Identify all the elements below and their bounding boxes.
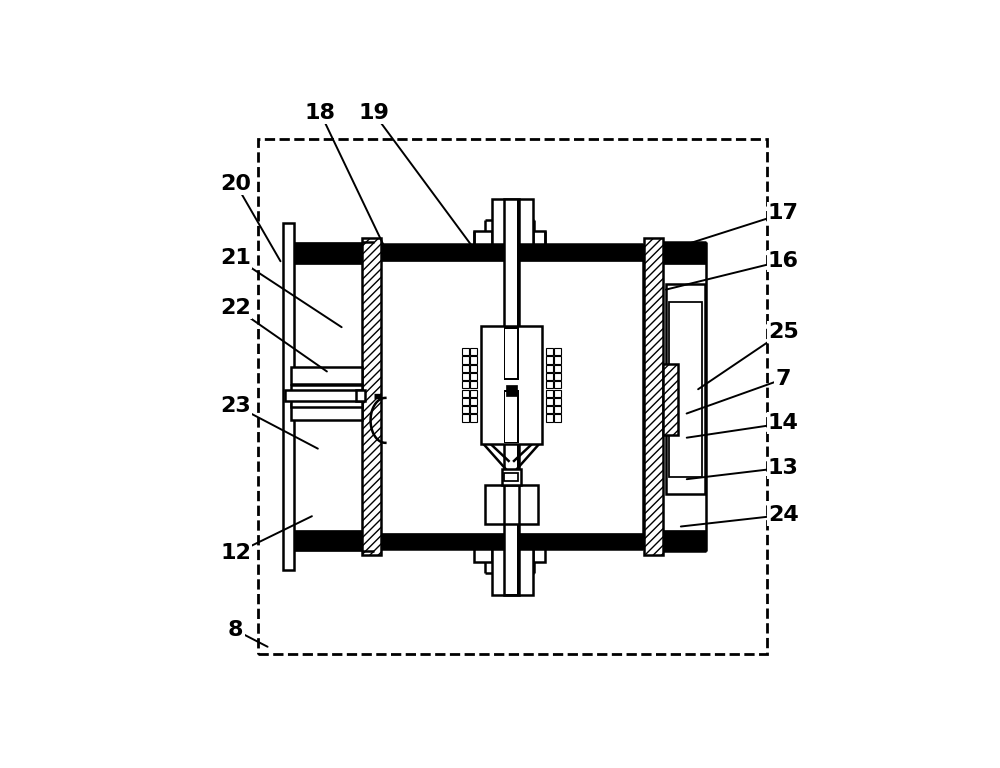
Bar <box>462 365 469 372</box>
Bar <box>470 406 477 413</box>
Bar <box>285 530 362 551</box>
Bar <box>663 364 678 435</box>
Bar <box>546 373 553 380</box>
Bar <box>504 389 519 443</box>
Text: 17: 17 <box>768 204 799 223</box>
Text: 14: 14 <box>768 413 799 433</box>
Bar <box>533 549 545 562</box>
Bar <box>504 327 519 380</box>
Bar <box>470 382 477 389</box>
Bar <box>462 382 469 389</box>
Bar <box>492 549 533 594</box>
Bar <box>283 223 294 570</box>
Bar <box>504 473 518 482</box>
Bar <box>663 243 706 263</box>
Bar <box>462 415 469 422</box>
Bar <box>374 533 643 549</box>
Bar <box>470 398 477 405</box>
Bar <box>462 348 469 356</box>
Text: 24: 24 <box>768 505 799 525</box>
Text: 25: 25 <box>768 322 799 342</box>
Text: 13: 13 <box>768 458 799 478</box>
Text: 12: 12 <box>220 544 251 564</box>
Bar <box>492 199 533 244</box>
Bar <box>462 356 469 363</box>
Bar <box>481 326 542 444</box>
Bar <box>285 243 362 263</box>
Bar <box>546 406 553 413</box>
Text: 21: 21 <box>220 248 251 268</box>
Bar <box>546 348 553 356</box>
Text: 16: 16 <box>768 250 799 270</box>
Bar <box>291 385 362 396</box>
Bar <box>462 398 469 405</box>
Bar <box>554 365 561 372</box>
Bar <box>554 398 561 405</box>
Bar <box>554 382 561 389</box>
Bar <box>285 390 362 401</box>
Bar <box>291 367 362 384</box>
Bar <box>546 382 553 389</box>
Bar <box>546 389 553 397</box>
Bar <box>554 356 561 363</box>
Bar <box>462 406 469 413</box>
Bar <box>462 389 469 397</box>
Bar <box>505 200 517 594</box>
Bar <box>663 530 706 551</box>
Bar <box>356 389 365 402</box>
Text: 20: 20 <box>220 174 251 194</box>
Bar <box>470 348 477 356</box>
Bar <box>554 406 561 413</box>
Text: 23: 23 <box>220 396 251 415</box>
Bar <box>502 468 521 485</box>
Bar <box>470 415 477 422</box>
Text: 18: 18 <box>305 103 336 123</box>
Text: 19: 19 <box>358 103 389 123</box>
Bar <box>666 284 705 495</box>
Bar <box>669 302 702 476</box>
Bar <box>554 373 561 380</box>
Bar <box>474 231 492 244</box>
Bar <box>474 549 492 562</box>
Bar <box>554 389 561 397</box>
Text: 22: 22 <box>220 298 251 318</box>
Bar <box>470 373 477 380</box>
Bar <box>470 356 477 363</box>
Bar <box>506 385 517 396</box>
Bar <box>505 392 517 442</box>
Bar <box>644 238 663 555</box>
Bar <box>504 199 519 594</box>
Bar <box>546 398 553 405</box>
Bar <box>362 238 381 555</box>
Bar <box>470 389 477 397</box>
Text: 8: 8 <box>228 621 243 641</box>
Bar <box>554 415 561 422</box>
Bar <box>485 485 538 524</box>
Bar <box>546 356 553 363</box>
Bar <box>291 394 362 407</box>
Text: 7: 7 <box>776 369 791 389</box>
Bar <box>546 415 553 422</box>
Bar <box>258 140 767 654</box>
Bar <box>462 373 469 380</box>
Bar <box>554 348 561 356</box>
Bar <box>291 404 362 420</box>
Bar <box>533 231 545 244</box>
Bar <box>505 329 517 379</box>
Bar <box>504 199 519 594</box>
Bar <box>546 365 553 372</box>
Bar <box>470 365 477 372</box>
Bar <box>374 244 643 260</box>
